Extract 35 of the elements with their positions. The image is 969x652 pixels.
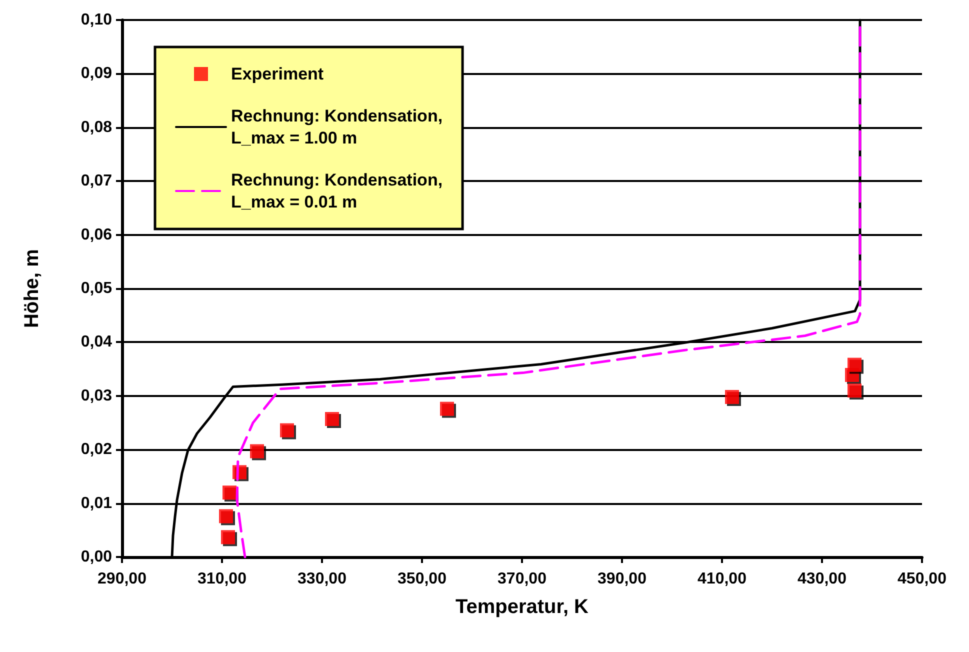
point	[280, 423, 294, 438]
point	[250, 444, 264, 458]
x-tick-label: 330,00	[298, 570, 347, 588]
point	[222, 486, 236, 500]
y-tick-label: 0,06	[80, 226, 112, 244]
point	[440, 402, 454, 416]
y-tick-label: 0,10	[80, 12, 112, 28]
y-tick-label: 0,00	[80, 548, 112, 566]
y-tick-label: 0,04	[80, 334, 112, 351]
point	[848, 358, 862, 372]
x-tick-label: 390,00	[598, 570, 647, 588]
legend-label: Rechnung: Kondensation, L_max = 0.01 m	[231, 170, 443, 212]
point	[725, 390, 739, 404]
x-tick-label: 450,00	[898, 570, 947, 588]
y-tick-label: 0,03	[80, 387, 112, 404]
point	[848, 384, 862, 398]
y-tick-label: 0,07	[80, 172, 112, 190]
point	[219, 509, 233, 524]
x-tick-label: 430,00	[798, 570, 847, 588]
point	[325, 412, 339, 426]
legend-label: Experiment	[231, 64, 324, 84]
y-tick-label: 0,09	[80, 65, 112, 82]
legend-label: Rechnung: Kondensation, L_max = 1.00 m	[231, 106, 443, 148]
x-tick-label: 290,00	[98, 570, 147, 588]
y-tick-label: 0,01	[80, 494, 112, 512]
x-tick-label: 350,00	[398, 570, 447, 588]
x-tick-label: 370,00	[498, 570, 547, 588]
x-axis-title: Temperatur, K	[456, 596, 590, 618]
y-tick-label: 0,08	[80, 118, 112, 136]
y-tick-label: 0,05	[80, 280, 112, 297]
y-axis-title: Höhe, m	[21, 249, 43, 328]
y-tick-label: 0,02	[80, 441, 112, 458]
point	[221, 530, 235, 544]
x-tick-label: 310,00	[198, 570, 247, 588]
x-tick-label: 410,00	[698, 570, 747, 588]
